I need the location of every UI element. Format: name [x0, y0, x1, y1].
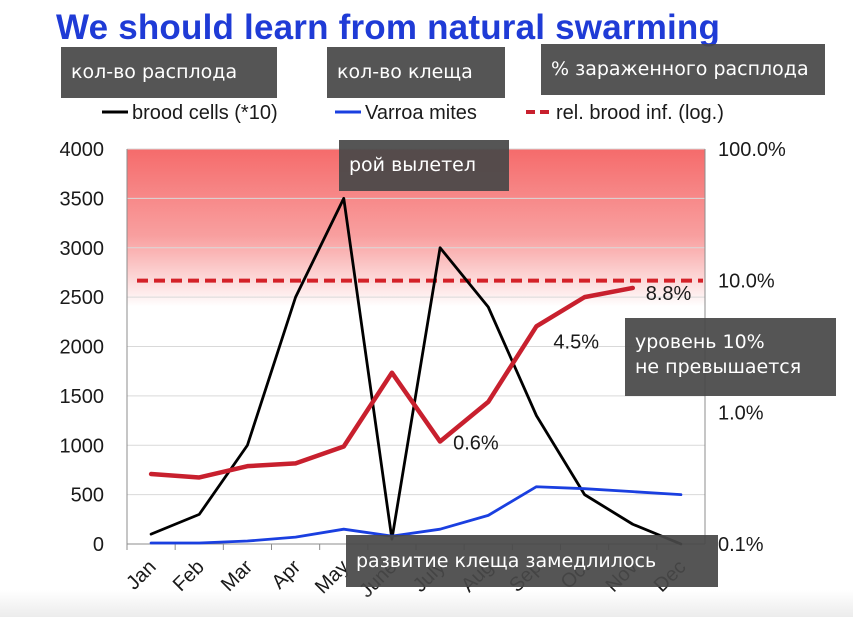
- y-tick-label: 2000: [60, 337, 105, 359]
- overlay-level-10pct: уровень 10% не превышается: [625, 318, 836, 396]
- y-tick-label: 500: [71, 485, 104, 507]
- data-label: 8.8%: [646, 283, 692, 305]
- series-varroa-mites-point: [632, 491, 634, 493]
- series-infestation-point: [391, 372, 393, 374]
- data-label: 0.6%: [453, 433, 499, 455]
- series-layer: 0.6% 4.5% 8.8%: [137, 196, 703, 546]
- series-brood-cells-point: [487, 306, 489, 308]
- series-varroa-mites-point: [535, 486, 537, 488]
- series-brood-cells-point: [246, 444, 248, 446]
- overlay-infected-brood: % зараженного расплода: [541, 44, 825, 95]
- series-brood-cells-point: [150, 533, 152, 535]
- series-varroa-mites-point: [487, 514, 489, 516]
- y-tick-label: 4000: [60, 139, 105, 161]
- slide-title: We should learn from natural swarming: [56, 8, 721, 47]
- series-infestation: [148, 285, 635, 480]
- series-infestation-point: [198, 476, 200, 478]
- overlay-mite-count: кол-во клеща: [327, 47, 505, 98]
- bottom-fade: [0, 590, 853, 617]
- overlay-mite-slowdown: развитие клеща замедлилось: [346, 535, 718, 587]
- y2-tick-label: 0.1%: [718, 534, 764, 556]
- y-tick-label: 2500: [60, 287, 105, 309]
- legend-brood-label: brood cells (*10): [132, 102, 278, 124]
- series-varroa-mites-point: [680, 494, 682, 496]
- series-brood-cells-point: [535, 415, 537, 417]
- series-infestation-point: [150, 473, 152, 475]
- overlay-brood-count: кол-во расплода: [61, 47, 277, 98]
- series-brood-cells-point: [198, 513, 200, 515]
- series-varroa-mites-point: [198, 542, 200, 544]
- y2-tick-label: 1.0%: [718, 402, 764, 424]
- series-varroa-mites-point: [246, 540, 248, 542]
- series-varroa-mites-point: [295, 536, 297, 538]
- series-brood-cells: [149, 196, 683, 546]
- legend-mites-label: Varroa mites: [365, 102, 477, 124]
- x-tick-label: Jan: [122, 556, 160, 594]
- series-infestation-point: [632, 287, 634, 289]
- series-varroa-mites-point: [584, 488, 586, 490]
- series-brood-cells-point: [584, 494, 586, 496]
- y-tick-label: 1000: [60, 435, 105, 457]
- series-infestation-point: [535, 325, 537, 327]
- data-label: 4.5%: [553, 331, 599, 353]
- series-brood-cells-point: [632, 523, 634, 525]
- y-tick-label: 1500: [60, 386, 105, 408]
- series-infestation-point: [295, 462, 297, 464]
- series-varroa-mites-point: [439, 528, 441, 530]
- series-varroa-mites-point: [150, 542, 152, 544]
- legend: brood cells (*10) Varroa mites rel. brood …: [102, 102, 724, 124]
- series-infestation-point: [487, 401, 489, 403]
- y-tick-label: 3000: [60, 238, 105, 260]
- series-varroa-mites: [149, 485, 683, 545]
- series-varroa-mites-point: [343, 528, 345, 530]
- y2-tick-label: 10.0%: [718, 271, 775, 293]
- legend-infestation-label: rel. brood inf. (log.): [556, 102, 724, 124]
- y-tick-label: 3500: [60, 188, 105, 210]
- overlay-level-line2: не превышается: [635, 356, 802, 378]
- x-tick-label: Apr: [268, 556, 306, 594]
- overlay-swarm-left: рой вылетел: [339, 140, 509, 191]
- series-infestation-point: [584, 296, 586, 298]
- series-brood-cells-point: [295, 296, 297, 298]
- series-infestation-point: [343, 446, 345, 448]
- series-brood-cells-point: [439, 247, 441, 249]
- y-tick-label: 0: [93, 534, 104, 556]
- y2-tick-label: 100.0%: [718, 139, 786, 161]
- overlay-level-line1: уровень 10%: [635, 331, 765, 353]
- series-brood-cells-point: [343, 197, 345, 199]
- series-infestation-point: [246, 465, 248, 467]
- series-infestation-point: [439, 441, 441, 443]
